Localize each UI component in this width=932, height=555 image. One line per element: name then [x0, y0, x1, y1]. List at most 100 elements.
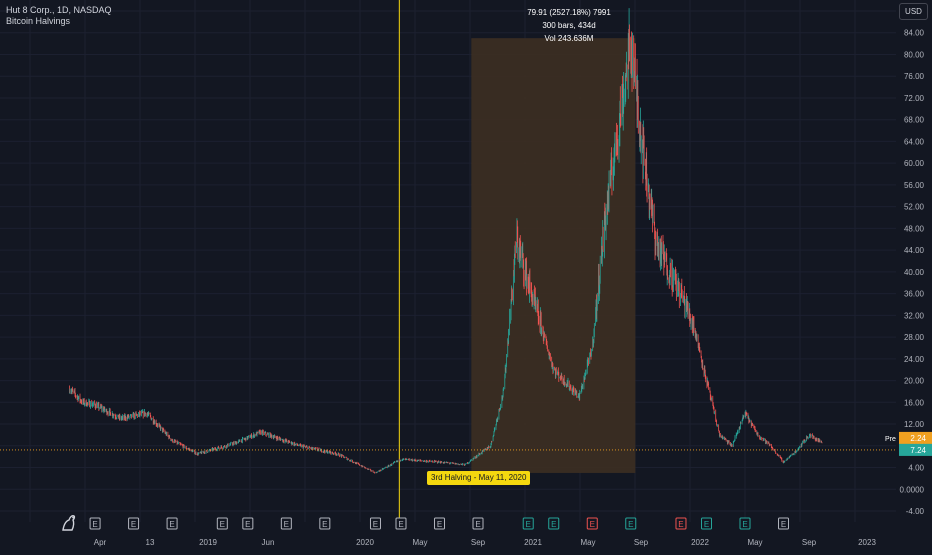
x-tick-label: May: [412, 538, 427, 547]
earnings-letter: E: [526, 520, 531, 529]
y-tick-label: 44.00: [904, 246, 925, 255]
y-tick-label: 28.00: [904, 333, 925, 342]
earnings-box: [369, 517, 381, 530]
y-tick-label: 80.00: [904, 50, 925, 59]
earnings-box: [128, 517, 140, 530]
tradingview-logo-icon[interactable]: [60, 512, 80, 532]
x-tick-label: 2023: [858, 538, 876, 547]
earnings-letter: E: [373, 520, 378, 529]
earnings-marker: E: [739, 517, 751, 530]
earnings-marker: E: [395, 517, 407, 530]
y-tick-label: 72.00: [904, 94, 925, 103]
y-tick-label: 60.00: [904, 159, 925, 168]
x-tick-label: Apr: [94, 538, 107, 547]
earnings-marker: E: [675, 517, 687, 530]
price-axis: 88.0084.0080.0076.0072.0068.0064.0060.00…: [900, 7, 925, 516]
current-price-label: 7.24: [910, 446, 926, 455]
y-tick-label: 76.00: [904, 72, 925, 81]
earnings-box: [472, 517, 484, 530]
prev-price-label-bg: [899, 431, 932, 444]
earnings-box: [586, 517, 598, 530]
y-tick-label: 64.00: [904, 137, 925, 146]
earnings-box: [625, 517, 637, 530]
earnings-marker: E: [319, 517, 331, 530]
earnings-marker: E: [89, 517, 101, 530]
x-tick-label: May: [580, 538, 595, 547]
indicator-name[interactable]: Bitcoin Halvings: [6, 16, 71, 26]
earnings-box: [395, 517, 407, 530]
earnings-letter: E: [742, 520, 747, 529]
earnings-box: [522, 517, 534, 530]
earnings-letter: E: [284, 520, 289, 529]
x-tick-label: 2022: [691, 538, 709, 547]
grid: [0, 0, 896, 522]
x-tick-label: Sep: [471, 538, 486, 547]
earnings-letter: E: [781, 520, 786, 529]
y-tick-label: 68.00: [904, 116, 925, 125]
earnings-letter: E: [590, 520, 595, 529]
earnings-marker: E: [522, 517, 534, 530]
earnings-letter: E: [169, 520, 174, 529]
y-tick-label: 0.0000: [900, 485, 925, 494]
earnings-letter: E: [704, 520, 709, 529]
y-tick-label: 16.00: [904, 398, 925, 407]
earnings-letter: E: [551, 520, 556, 529]
earnings-letter: E: [322, 520, 327, 529]
currency-button[interactable]: USD: [899, 3, 928, 20]
y-tick-label: 48.00: [904, 224, 925, 233]
x-tick-label: 2019: [199, 538, 217, 547]
earnings-box: [166, 517, 178, 530]
measure-change: 79.91 (2527.18%) 7991: [527, 8, 611, 17]
x-tick-label: Sep: [634, 538, 649, 547]
y-tick-label: 56.00: [904, 181, 925, 190]
earnings-letter: E: [398, 520, 403, 529]
y-tick-label: 12.00: [904, 420, 925, 429]
measure-volume: Vol 243.636M: [544, 34, 594, 43]
earnings-marker: E: [472, 517, 484, 530]
earnings-marker: E: [701, 517, 713, 530]
y-tick-label: 4.00: [908, 464, 924, 473]
earnings-box: [739, 517, 751, 530]
x-tick-label: 2020: [356, 538, 374, 547]
earnings-marker: E: [625, 517, 637, 530]
x-tick-label: Sep: [802, 538, 817, 547]
earnings-letter: E: [220, 520, 225, 529]
earnings-marker: E: [280, 517, 292, 530]
earnings-letter: E: [628, 520, 633, 529]
earnings-letter: E: [245, 520, 250, 529]
earnings-marker: E: [242, 517, 254, 530]
earnings-letter: E: [92, 520, 97, 529]
earnings-box: [778, 517, 790, 530]
earnings-marker: E: [369, 517, 381, 530]
earnings-letter: E: [475, 520, 480, 529]
candles: [69, 8, 823, 474]
earnings-marker: E: [216, 517, 228, 530]
x-tick-label: Jun: [262, 538, 275, 547]
earnings-marker: E: [166, 517, 178, 530]
prev-tag-label: Pre: [885, 436, 896, 443]
earnings-marker: E: [128, 517, 140, 530]
earnings-marker: E: [434, 517, 446, 530]
earnings-box: [280, 517, 292, 530]
earnings-box: [701, 517, 713, 530]
y-tick-label: 36.00: [904, 290, 925, 299]
x-tick-label: May: [747, 538, 762, 547]
earnings-box: [434, 517, 446, 530]
earnings-box: [216, 517, 228, 530]
prev-price-label: 2.24: [910, 434, 926, 443]
measurement-info: 79.91 (2527.18%) 7991 300 bars, 434d Vol…: [520, 6, 618, 45]
earnings-letter: E: [678, 520, 683, 529]
y-tick-label: 32.00: [904, 311, 925, 320]
earnings-letter: E: [131, 520, 136, 529]
symbol-title[interactable]: Hut 8 Corp., 1D, NASDAQ: [6, 5, 112, 15]
earnings-marker: E: [778, 517, 790, 530]
earnings-letter: E: [437, 520, 442, 529]
halving-label[interactable]: 3rd Halving - May 11, 2020: [427, 471, 531, 485]
earnings-box: [548, 517, 560, 530]
y-tick-label: 20.00: [904, 377, 925, 386]
earnings-box: [242, 517, 254, 530]
earnings-box: [89, 517, 101, 530]
y-tick-label: -4.00: [906, 507, 925, 516]
